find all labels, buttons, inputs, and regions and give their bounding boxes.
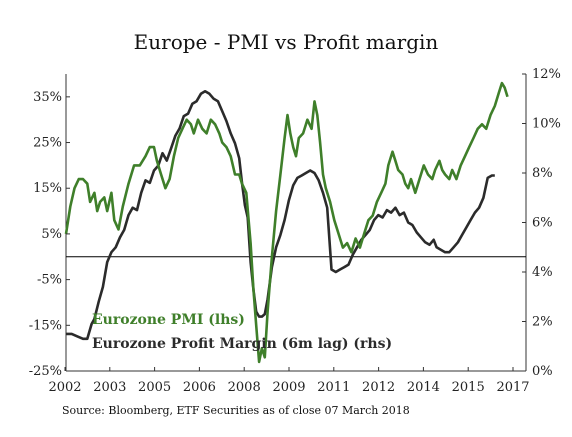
x-tick-label: 2003 xyxy=(93,380,126,395)
y-right-tick-label: 6% xyxy=(532,216,553,231)
series-layer xyxy=(64,81,509,364)
y-right-tick-label: 10% xyxy=(532,117,561,132)
legend: Eurozone PMI (lhs) Eurozone Profit Margin… xyxy=(92,312,392,352)
y-right-tick-label: 12% xyxy=(532,67,561,82)
y-left-tick-label: 25% xyxy=(33,136,62,151)
chart-plot: 35% 25% 15% 5% -5% -15% -25% 0% 2% 4% 6% 8% 10% 12% 20… xyxy=(29,67,561,395)
x-tick-label: 2014 xyxy=(407,380,440,395)
x-tick-label: 2015 xyxy=(452,380,485,395)
ticks-layer: 35% 25% 15% 5% -5% -15% -25% 0% 2% 4% 6% 8% 10% 12% 20… xyxy=(29,67,561,395)
x-tick-label: 2005 xyxy=(138,380,171,395)
x-tick-label: 2008 xyxy=(228,380,261,395)
source-note: Source: Bloomberg, ETF Securities as of … xyxy=(62,404,410,417)
x-tick-label: 2011 xyxy=(317,380,350,395)
x-tick-label: 2006 xyxy=(183,380,216,395)
y-left-tick-label: -5% xyxy=(37,273,62,288)
x-tick-label: 2017 xyxy=(496,380,529,395)
y-left-tick-label: 5% xyxy=(41,227,62,242)
y-left-tick-label: -25% xyxy=(29,364,62,379)
y-right-tick-label: 2% xyxy=(532,315,553,330)
y-left-tick-label: 15% xyxy=(33,181,62,196)
series-line-pmi xyxy=(64,81,509,364)
legend-item: Eurozone Profit Margin (6m lag) (rhs) xyxy=(92,336,392,352)
y-left-tick-label: 35% xyxy=(33,90,62,105)
y-right-tick-label: 0% xyxy=(532,364,553,379)
chart-title: Europe - PMI vs Profit margin xyxy=(133,30,439,54)
legend-item: Eurozone PMI (lhs) xyxy=(92,312,245,328)
y-left-tick-label: -15% xyxy=(29,318,62,333)
x-tick-label: 2009 xyxy=(272,380,305,395)
x-tick-label: 2012 xyxy=(362,380,395,395)
y-right-tick-label: 4% xyxy=(532,265,553,280)
x-tick-label: 2002 xyxy=(48,380,81,395)
y-right-tick-label: 8% xyxy=(532,166,553,181)
series-line-profit-margin xyxy=(66,90,495,341)
